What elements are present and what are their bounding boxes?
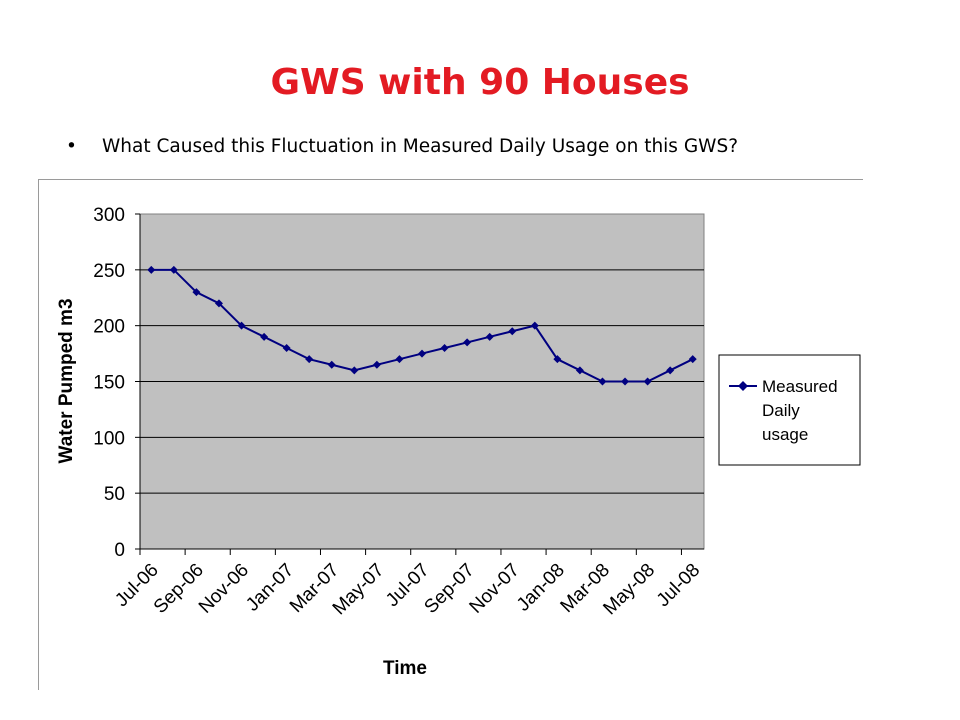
data-point [666,366,675,375]
data-point [372,360,381,369]
x-tick-label: Nov-06 [195,560,253,618]
x-tick-label: May-08 [599,560,659,620]
data-point [575,366,584,375]
data-point [688,355,697,364]
legend-label: Measured Daily usage [762,377,838,444]
legend-box [718,354,861,466]
data-point [260,332,269,341]
legend-label-line: Daily [762,401,800,420]
y-axis-label: Water Pumped m3 [56,298,77,463]
data-point [440,344,449,352]
x-tick-label: Sep-06 [150,560,208,618]
legend-marker-sample [738,381,748,391]
data-point [282,344,291,352]
data-point [530,321,539,330]
bullet-item: • What Caused this Fluctuation in Measure… [66,136,926,157]
legend-label-line: Measured [762,377,838,396]
x-tick-label: May-07 [329,560,389,620]
data-point [147,265,156,274]
data-point [192,288,201,297]
data-point [621,377,630,386]
data-point [305,355,314,364]
y-tick-label: 0 [114,540,125,561]
legend-label-line: usage [762,425,808,444]
chart-frame [38,179,863,690]
data-point [237,321,246,330]
data-point [463,338,472,347]
data-point [395,355,404,364]
x-tick-label: Nov-07 [466,560,524,618]
data-point [327,360,336,369]
y-tick-label: 50 [104,484,125,505]
x-tick-label: Sep-07 [420,560,478,618]
x-tick-label: Jul-08 [653,560,704,611]
data-point [508,327,517,336]
bullet-dot: • [66,136,77,157]
series-group [147,265,697,386]
data-point [350,366,359,375]
y-tick-label: 150 [93,373,125,394]
y-tick-label: 300 [93,205,125,226]
y-tick-label: 100 [93,428,125,449]
y-axis-ticks: 0 50 100 150 200 250 300 [93,205,140,561]
data-point [643,377,652,386]
slide-title: GWS with 90 Houses [270,62,690,103]
x-axis-label: Time [383,658,427,679]
data-point [485,332,494,341]
bullet-text: What Caused this Fluctuation in Measured… [102,136,739,157]
data-point [169,265,178,274]
legend: Measured Daily usage [718,354,861,466]
data-point [598,377,607,386]
data-point [553,355,562,364]
x-axis-ticks: Jul-06Sep-06Nov-06Jan-07Mar-07May-07Jul-… [111,549,704,619]
data-point [418,349,426,358]
data-point [214,299,223,308]
y-tick-label: 250 [93,261,125,282]
y-tick-label: 200 [93,317,125,338]
